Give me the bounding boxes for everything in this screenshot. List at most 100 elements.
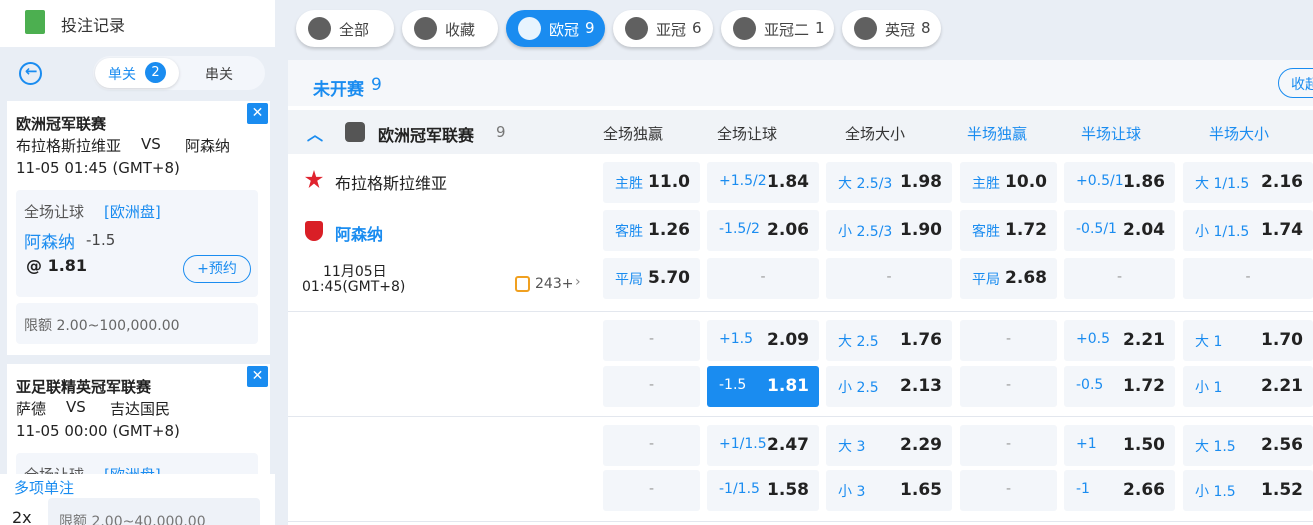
odds-cell: -	[960, 425, 1057, 466]
record-icon	[25, 10, 45, 34]
row-divider	[288, 416, 1313, 417]
remove-bet[interactable]: ✕	[247, 366, 268, 387]
odds-cell[interactable]: 平局 2.68	[960, 258, 1057, 299]
odds-value: 1.81	[767, 376, 809, 396]
odds-label: 平局	[615, 272, 643, 288]
odds-cell[interactable]: 小 2.5/3 1.90	[826, 210, 952, 251]
odds-label: +1	[1076, 436, 1097, 452]
odds-cell[interactable]: 平局 5.70	[603, 258, 700, 299]
odds-value: 1.70	[1261, 330, 1303, 350]
odds-value: 2.47	[767, 435, 809, 455]
odds-cell: -	[1064, 258, 1175, 299]
odds-cell[interactable]: +1/1.5 2.47	[707, 425, 819, 466]
market-box: 全场让球 [欧洲盘] 阿森纳 -1.5 @ 1.81 +预约	[16, 190, 258, 297]
column-header: 全场大小	[845, 125, 906, 143]
odds-cell[interactable]: -1/1.5 1.58	[707, 470, 819, 511]
odds-cell[interactable]: 大 2.5 1.76	[826, 320, 952, 361]
column-header: 半场大小	[1209, 125, 1270, 143]
odds-cell[interactable]: +0.5/1 1.86	[1064, 162, 1175, 203]
odds-cell[interactable]: 小 1.5 1.52	[1183, 470, 1313, 511]
odds-label: +0.5	[1076, 331, 1110, 347]
odds-value: 1.65	[900, 480, 942, 500]
match-time: 11-05 01:45 (GMT+8)	[16, 159, 180, 177]
odds-cell[interactable]: 客胜 1.72	[960, 210, 1057, 251]
odds-cell[interactable]: -1 2.66	[1064, 470, 1175, 511]
odds-cell[interactable]: -0.5 1.72	[1064, 366, 1175, 407]
odds-label: +0.5/1	[1076, 173, 1124, 189]
bet-card: 欧洲冠军联赛 布拉格斯拉维亚 VS 阿森纳 11-05 01:45 (GMT+8) 全场让…	[7, 101, 270, 355]
section-count: 9	[371, 75, 382, 95]
odds-cell[interactable]: 小 1/1.5 1.74	[1183, 210, 1313, 251]
odds-cell[interactable]: 大 2.5/3 1.98	[826, 162, 952, 203]
bet-odds: @ 1.81	[26, 256, 88, 275]
odds-cell[interactable]: +1 1.50	[1064, 425, 1175, 466]
odds-label: +1.5/2	[719, 173, 767, 189]
reserve-button[interactable]: +预约	[183, 255, 251, 283]
collapse-arrow[interactable]: ︿	[307, 125, 324, 144]
tab-parlay[interactable]: 串关	[205, 67, 233, 83]
odds-cell[interactable]: 大 3 2.29	[826, 425, 952, 466]
odds-cell[interactable]: 主胜 11.0	[603, 162, 700, 203]
odds-value: 2.29	[900, 435, 942, 455]
odds-cell[interactable]: +1.5 2.09	[707, 320, 819, 361]
odds-cell[interactable]: +0.5 2.21	[1064, 320, 1175, 361]
odds-label: +1.5	[719, 331, 753, 347]
odds-cell[interactable]: 客胜 1.26	[603, 210, 700, 251]
odds-cell[interactable]: 大 1.5 2.56	[1183, 425, 1313, 466]
collapse-button[interactable]: 收起	[1278, 68, 1313, 98]
league-filter[interactable]: 英冠 8	[842, 10, 941, 47]
tab-single[interactable]: 单关 2	[95, 58, 179, 88]
empty-odds: -	[760, 269, 766, 285]
league-filter[interactable]: 全部	[296, 10, 394, 47]
tab-badge: 2	[145, 62, 166, 83]
filter-icon	[414, 17, 437, 40]
filter-icon	[308, 17, 331, 40]
filter-label: 欧冠	[549, 21, 580, 39]
stake-input[interactable]: 限额 2.00~40,000.00	[48, 498, 260, 525]
odds-label: 大 2.5	[838, 334, 879, 350]
odds-cell[interactable]: 主胜 10.0	[960, 162, 1057, 203]
filter-count: 6	[692, 19, 702, 37]
match-time: 11-05 00:00 (GMT+8)	[16, 422, 180, 440]
odds-value: 1.58	[767, 480, 809, 500]
league-filter[interactable]: 欧冠 9	[506, 10, 605, 47]
odds-label: 小 2.5/3	[838, 224, 893, 240]
empty-odds: -	[1005, 481, 1012, 497]
away-team[interactable]: 阿森纳	[335, 225, 384, 244]
league-filter[interactable]: 亚冠二 1	[721, 10, 834, 47]
home-team[interactable]: 布拉格斯拉维亚	[335, 174, 448, 193]
filter-label: 收藏	[445, 21, 476, 39]
odds-cell[interactable]: 大 1 1.70	[1183, 320, 1313, 361]
odds-cell[interactable]: -1.5/2 2.06	[707, 210, 819, 251]
odds-cell[interactable]: +1.5/2 1.84	[707, 162, 819, 203]
odds-cell[interactable]: 大 1/1.5 2.16	[1183, 162, 1313, 203]
odds-cell[interactable]: 小 3 1.65	[826, 470, 952, 511]
league-name: 亚足联精英冠军联赛	[16, 378, 152, 396]
odds-label: 客胜	[972, 224, 1000, 240]
odds-cell[interactable]: 小 2.5 2.13	[826, 366, 952, 407]
back-button[interactable]: ←	[19, 62, 42, 85]
more-arrow: ›	[575, 274, 581, 290]
odds-label: -1.5/2	[719, 221, 760, 237]
odds-value: 2.21	[1261, 376, 1303, 396]
remove-bet[interactable]: ✕	[247, 103, 268, 124]
odds-label: -1.5	[719, 377, 747, 393]
odds-value: 1.26	[648, 220, 690, 240]
odds-value: 1.52	[1261, 480, 1303, 500]
section-header	[288, 60, 1313, 106]
column-header: 半场让球	[1081, 125, 1142, 143]
league-filter[interactable]: 收藏	[402, 10, 498, 47]
sidebar-header	[0, 0, 275, 47]
odds-cell[interactable]: -0.5/1 2.04	[1064, 210, 1175, 251]
league-filter[interactable]: 亚冠 6	[613, 10, 713, 47]
more-markets[interactable]: 243+	[535, 276, 574, 292]
home-logo	[305, 170, 323, 188]
odds-value: 2.09	[767, 330, 809, 350]
odds-cell[interactable]: -1.5 1.81	[707, 366, 819, 407]
odds-value: 2.06	[767, 220, 809, 240]
away-logo	[305, 221, 323, 241]
odds-value: 2.13	[900, 376, 942, 396]
filter-label: 英冠	[885, 21, 916, 39]
odds-value: 2.04	[1123, 220, 1165, 240]
odds-cell[interactable]: 小 1 2.21	[1183, 366, 1313, 407]
